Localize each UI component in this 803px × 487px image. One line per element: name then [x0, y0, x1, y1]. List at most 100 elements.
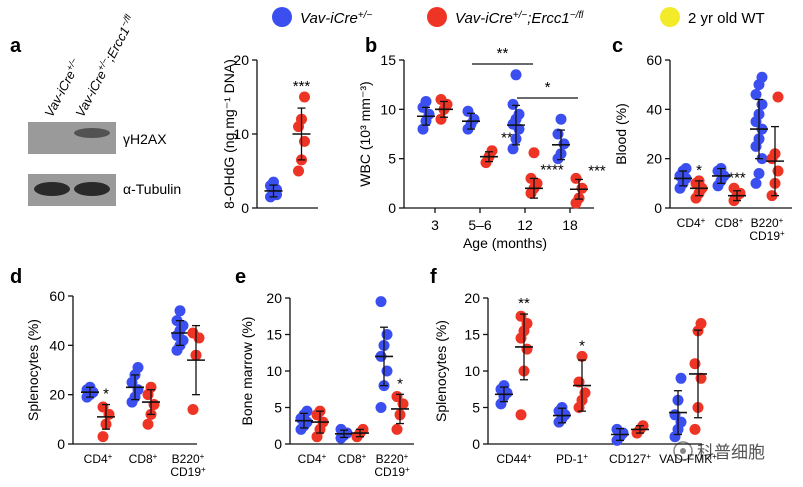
- data-point-blue: [375, 296, 387, 308]
- x-tick-label: CD127+: [609, 452, 651, 467]
- data-point-blue: [132, 362, 144, 374]
- data-point-red: [579, 387, 591, 399]
- y-tick-label: 5: [388, 151, 396, 167]
- data-point-blue: [498, 380, 510, 392]
- chart-e-bone-marrow: 0 5 10 15 20 Bone marrow (%) CD4+ CD8+ B220+CD19…: [239, 290, 414, 479]
- data-point-red: [391, 423, 403, 435]
- y-tick-label: 20: [646, 151, 662, 167]
- blot-band-label-gammaH2AX: γH2AX: [123, 131, 167, 147]
- y-tick-label: 10: [464, 363, 480, 379]
- x-tick-label: CD19+: [749, 229, 785, 244]
- y-tick-label: 5: [472, 400, 480, 416]
- data-point-red: [521, 343, 533, 355]
- data-point-red: [689, 423, 701, 435]
- x-tick-label: CD19+: [374, 465, 410, 480]
- data-point-red: [97, 431, 109, 443]
- x-tick-label: CD4+: [84, 452, 113, 467]
- data-point-blue: [558, 138, 570, 150]
- data-point-red: [391, 391, 403, 403]
- blot-tubulin-band-1: [34, 182, 70, 196]
- bracket-label: *: [545, 79, 551, 96]
- y-tick-label: 60: [646, 52, 662, 68]
- y-tick-label: 20: [49, 387, 65, 403]
- blot-gammaH2AX-strip: [28, 122, 116, 154]
- y-axis-label: Splenocytes (%): [433, 320, 449, 422]
- y-axis-label: WBC (10³ mm⁻³): [357, 81, 373, 186]
- legend-label-control: Vav-iCre+/−: [300, 10, 372, 28]
- blot-tubulin-band-2: [74, 182, 110, 196]
- chart-a-ohdg: 0 10 208-OHdG (ng mg⁻¹ DNA) ***: [221, 52, 318, 216]
- significance-label: *: [579, 337, 585, 354]
- y-axis-label: Splenocytes (%): [25, 319, 41, 421]
- y-tick-label: 20: [233, 52, 249, 68]
- data-point-blue: [507, 98, 519, 110]
- legend-swatch-blue: [272, 7, 292, 27]
- bracket-label: **: [497, 45, 509, 62]
- data-point-blue: [611, 423, 623, 435]
- data-point-blue: [556, 402, 568, 413]
- x-tick-label: CD44+: [496, 452, 532, 467]
- data-point-blue: [675, 372, 687, 384]
- significance-label: *: [103, 386, 109, 403]
- significance-label: **: [501, 130, 513, 147]
- data-point-red: [515, 409, 527, 421]
- y-tick-label: 0: [654, 200, 662, 216]
- x-tick-label: PD-1+: [556, 452, 588, 467]
- panel-a-blot: a Vav-iCre+/− Vav-iCre+/−;Ercc1−/fl γH2A…: [10, 12, 181, 206]
- data-point-blue: [462, 105, 474, 117]
- panel-letter-d: d: [10, 266, 22, 288]
- data-point-blue: [555, 113, 567, 125]
- blot-lane2-label: Vav-iCre+/−;Ercc1−/fl: [72, 12, 139, 119]
- x-tick-label: CD4+: [298, 452, 327, 467]
- data-point-blue: [750, 177, 762, 189]
- significance-label: ***: [588, 162, 606, 179]
- legend-swatch-yellow: [660, 7, 680, 27]
- y-tick-label: 20: [464, 290, 480, 306]
- y-tick-label: 20: [266, 290, 282, 306]
- data-point-red: [187, 403, 199, 415]
- significance-label: *: [397, 375, 403, 392]
- data-point-blue: [375, 402, 387, 413]
- data-point-red: [435, 113, 447, 125]
- data-point-red: [772, 91, 784, 103]
- data-point-red: [435, 93, 447, 105]
- data-point-blue: [420, 95, 432, 107]
- blot-band-label-tubulin: α-Tubulin: [123, 181, 181, 197]
- data-point-red: [689, 358, 701, 370]
- legend: Vav-iCre+/− Vav-iCre+/−;Ercc1−/fl 2 yr o…: [272, 7, 765, 27]
- data-point-red: [486, 145, 498, 157]
- x-tick-label: 5–6: [468, 217, 492, 233]
- x-tick-label: CD8+: [129, 452, 158, 467]
- data-point-red: [528, 147, 540, 159]
- panel-letter-c: c: [612, 35, 623, 57]
- x-tick-label: B220+: [376, 452, 409, 467]
- panel-letter-b: b: [365, 35, 377, 57]
- data-point-red: [293, 165, 304, 177]
- y-tick-label: 10: [380, 101, 396, 117]
- x-tick-label: CD19+: [170, 465, 206, 480]
- y-tick-label: 0: [472, 436, 480, 452]
- watermark-icon-dot: [680, 448, 686, 454]
- data-point-blue: [756, 71, 768, 83]
- watermark-text: 科普细胞: [697, 443, 765, 462]
- y-axis-label: 8-OHdG (ng mg⁻¹ DNA): [221, 59, 237, 209]
- chart-f-splenocytes-markers: 0 5 10 15 20 Splenocytes (%) CD44+ PD-1+ CD127+ V…: [433, 290, 717, 466]
- data-point-red: [772, 165, 784, 177]
- x-tick-label: CD4+: [677, 216, 706, 231]
- y-tick-label: 0: [57, 436, 65, 452]
- data-point-blue: [669, 409, 681, 421]
- x-tick-label: CD8+: [715, 216, 744, 231]
- data-point-blue: [507, 143, 519, 155]
- significance-label: ***: [728, 169, 746, 186]
- data-point-blue: [513, 108, 525, 120]
- y-tick-label: 15: [380, 52, 396, 68]
- data-point-red: [695, 318, 707, 330]
- panel-letter-f: f: [430, 266, 437, 288]
- y-axis-label: Blood (%): [613, 103, 629, 164]
- data-point-red: [187, 327, 199, 339]
- y-axis-label: Bone marrow (%): [239, 317, 255, 426]
- panel-letter-e: e: [235, 266, 246, 288]
- y-tick-label: 5: [274, 400, 282, 416]
- data-point-blue: [756, 98, 768, 110]
